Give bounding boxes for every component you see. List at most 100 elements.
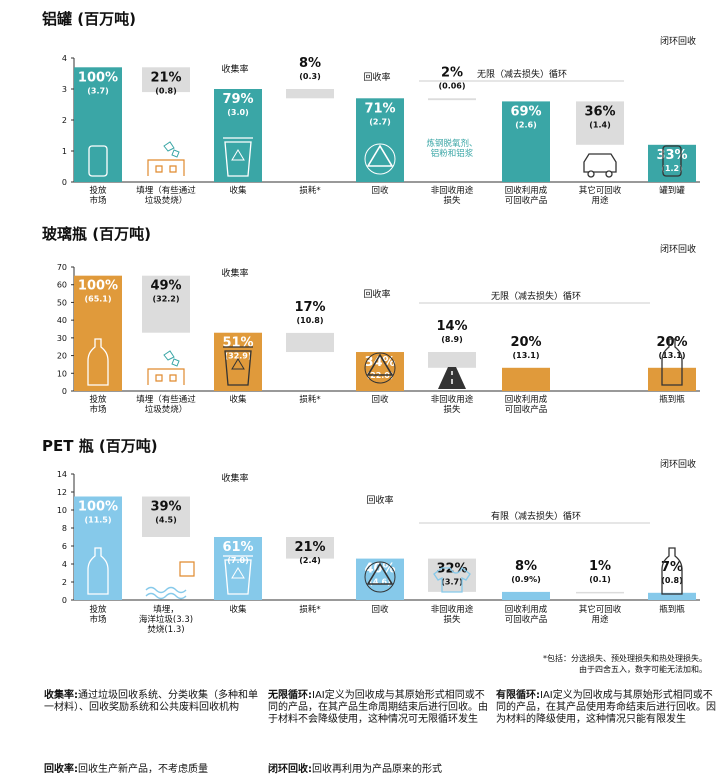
bar-amount-label: (13.1) [512, 351, 539, 360]
y-tick-label: 4 [62, 560, 67, 569]
bar-amount-label: (0.3) [299, 72, 320, 81]
definition-recycling-rate: 回收率:回收生产新产品，不考虑质量 [44, 764, 264, 776]
closed-loop-label: 闭环回收 [660, 458, 696, 470]
definition-text: 回收生产新产品，不考虑质量 [78, 764, 208, 775]
group-label-recycling_rate: 回收率 [363, 71, 390, 83]
x-category-label: 其它可回收用途 [579, 185, 622, 206]
can-icon [662, 145, 682, 177]
bar [428, 558, 476, 592]
y-tick-label: 30 [57, 334, 67, 343]
bottle-icon [87, 338, 109, 386]
definition-text: IAI定义为回收成与其原始形式相同或不同的产品，在其产品使用寿命结束后进行回收。… [496, 690, 716, 725]
bar-percent-label: 33% [656, 148, 687, 163]
bar-amount-label: (0.8) [155, 86, 176, 95]
y-tick-label: 12 [57, 488, 67, 497]
y-tick-label: 2 [62, 578, 67, 587]
bar [142, 67, 190, 93]
bar-percent-label: 71% [364, 101, 395, 116]
road-icon [438, 367, 466, 389]
tshirt-icon [433, 567, 471, 593]
bar-amount-label: (13.1) [658, 351, 685, 360]
footnote-line-1: *包括：分选损失、预处理损失和热处理损失。 [543, 654, 707, 663]
recycle-icon [366, 562, 394, 585]
bar [356, 98, 404, 182]
bar-percent-label: 40% [364, 562, 395, 577]
ocean-waves-icon [145, 586, 187, 600]
bar [74, 275, 122, 391]
x-category-label: 填埋（有些通过垃圾焚烧） [136, 394, 196, 415]
x-category-label: 损耗* [299, 604, 320, 615]
y-tick-label: 0 [62, 596, 67, 605]
bottle-icon [661, 547, 683, 595]
bar-amount-label: (3.0) [227, 108, 248, 117]
x-category-label: 非回收用途损失 [431, 185, 474, 206]
bar-percent-label: 69% [510, 104, 541, 119]
footnote-line-2: 由于四舍五入，数字可能无法加和。 [579, 665, 707, 674]
bar [142, 496, 190, 537]
x-category-label: 填埋，海洋垃圾(3.3)焚烧(1.3) [139, 604, 193, 635]
bar [576, 101, 624, 145]
bar-amount-label: (0.9%) [511, 575, 541, 584]
x-category-label: 其它可回收用途 [579, 604, 622, 625]
bar-percent-label: 100% [78, 70, 118, 85]
bar-percent-label: 49% [150, 279, 181, 294]
bar-percent-label: 39% [150, 500, 181, 515]
bar-percent-label: 51% [222, 336, 253, 351]
bar-percent-label: 8% [299, 56, 321, 71]
bar [502, 367, 550, 391]
car-wheel-icon [605, 170, 613, 178]
y-tick-label: 10 [57, 369, 67, 378]
bar [214, 332, 262, 391]
bar [502, 101, 550, 182]
y-tick-label: 1 [62, 147, 67, 156]
x-category-label: 填埋（有些通过垃圾焚烧） [136, 185, 196, 206]
bar-amount-label: (65.1) [84, 295, 111, 304]
definition-term: 回收率: [44, 764, 78, 775]
x-category-label: 回收利用成可回收产品 [505, 394, 548, 415]
side-note: 炼钢脱氧剂、铝粉和铝浆 [426, 138, 477, 159]
bar-amount-label: (2.7) [369, 117, 390, 126]
bar-amount-label: (32.2) [152, 295, 179, 304]
bar-percent-label: 21% [294, 540, 325, 555]
bar [576, 591, 624, 594]
can-icon [88, 145, 108, 177]
closed-loop-label: 闭环回收 [660, 243, 696, 255]
definition-finite-loop: 有限循环:IAI定义为回收成与其原始形式相同或不同的产品，在其产品使用寿命结束后… [496, 690, 716, 726]
bar-amount-label: (1.2) [661, 164, 682, 173]
y-tick-label: 14 [57, 470, 67, 479]
group-label-infinite_loop: 无限（减去损失）循环 [491, 290, 581, 302]
x-category-label: 非回收用途损失 [431, 604, 474, 625]
bar [74, 67, 122, 182]
definition-infinite-loop: 无限循环:IAI定义为回收成与其原始形式相同或不同的产品，在其产品生命周期结束后… [268, 690, 488, 726]
bar-amount-label: (2.6) [515, 120, 536, 129]
x-category-label: 非回收用途损失 [431, 394, 474, 415]
incinerator-icon [179, 561, 195, 577]
bar-amount-label: (0.8) [661, 576, 682, 585]
bar-amount-label: (0.06) [438, 81, 465, 90]
x-category-label: 投放市场 [89, 604, 107, 625]
definition-term: 无限循环: [268, 690, 312, 701]
trash-bin-icon [223, 137, 253, 177]
trash-bin-icon [223, 555, 253, 595]
recycle-ring-icon [364, 561, 396, 593]
panel-title: 玻璃瓶 (百万吨) [42, 225, 151, 243]
bar-percent-label: 1% [589, 559, 611, 574]
y-tick-label: 6 [62, 542, 67, 551]
car-wheel-icon [587, 170, 595, 178]
y-tick-label: 10 [57, 506, 67, 515]
bar-amount-label: (11.5) [84, 516, 111, 525]
x-category-label: 投放市场 [89, 185, 107, 206]
bar-amount-label: (8.9) [441, 335, 462, 344]
landfill-icon [147, 159, 185, 176]
bar-percent-label: 17% [294, 300, 325, 315]
definition-term: 闭环回收: [268, 764, 312, 775]
bar-percent-label: 14% [436, 319, 467, 334]
bar-amount-label: (0.1) [589, 575, 610, 584]
panel-title: PET 瓶 (百万吨) [42, 437, 158, 455]
bar-percent-label: 100% [78, 500, 118, 515]
y-tick-label: 60 [57, 281, 67, 290]
bar [286, 332, 334, 353]
